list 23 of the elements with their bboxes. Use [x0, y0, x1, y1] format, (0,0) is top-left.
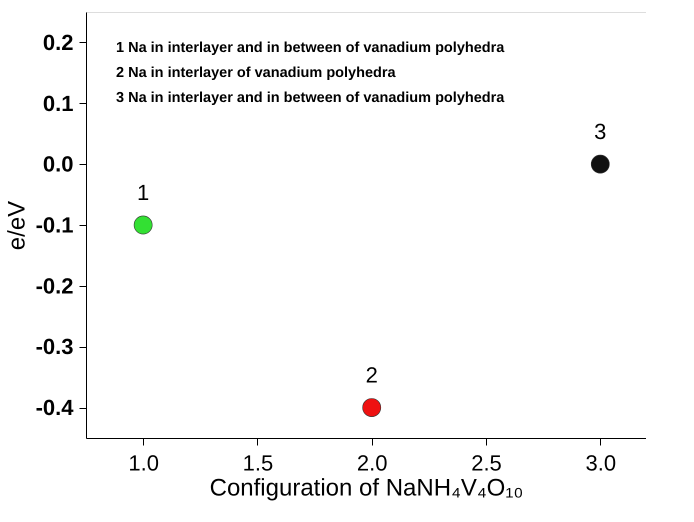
annotation: 2 Na in interlayer of vanadium polyhedra	[116, 65, 397, 81]
point	[134, 216, 153, 234]
annotation: 3	[594, 119, 606, 144]
y-tick-label: 0.2	[42, 30, 74, 55]
x-tick-label: 2.0	[356, 450, 388, 476]
point	[362, 398, 382, 417]
annotation: 1 Na in interlayer and in between of vanadium polyhedra	[116, 40, 506, 56]
x-tick-label: 2.5	[471, 450, 502, 476]
y-tick-label: 0.1	[42, 90, 74, 116]
annotation: 1	[137, 180, 150, 205]
x-tick-label: 3.0	[585, 450, 616, 476]
x-tick-label: 1.0	[128, 450, 159, 476]
y-tick-label: 0.0	[42, 152, 74, 177]
y-tick-label: -0.4	[36, 395, 74, 420]
y-axis-title: e/eV	[4, 200, 31, 250]
y-tick-label: -0.1	[36, 212, 74, 238]
y-tick-label: -0.3	[36, 334, 74, 360]
annotation: 3 Na in interlayer and in between of vanadium polyhedra	[116, 90, 506, 106]
x-tick-label: 1.5	[242, 450, 274, 476]
x-axis-title: Configuration of NaNH₄V₄O₁₀	[210, 474, 524, 502]
point	[590, 154, 610, 174]
y-tick-label: -0.2	[36, 273, 74, 298]
annotation: 2	[366, 362, 378, 388]
